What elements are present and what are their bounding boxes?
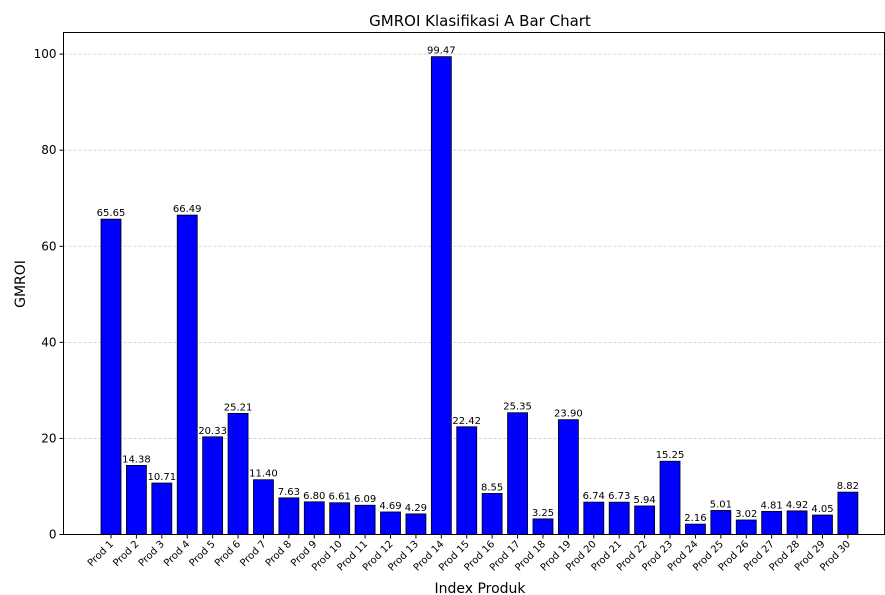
value-label: 22.42 [452,416,481,427]
bar [710,510,732,535]
value-label: 5.94 [633,495,655,506]
value-label: 6.61 [329,492,351,503]
value-label: 99.47 [427,46,456,57]
bar [354,504,376,535]
bar [151,482,173,535]
value-label: 6.80 [303,491,325,502]
bar [735,519,757,535]
value-label: 23.90 [554,409,583,420]
bar [100,218,122,535]
y-tick-label: 0 [49,528,57,542]
x-tick-label: Prod 5 [188,539,218,569]
bar [405,513,427,535]
y-axis-label: GMROI [13,260,29,308]
bar [659,460,681,535]
y-tick-label: 80 [41,143,56,157]
x-tick-label: Prod 4 [162,539,192,569]
bar [456,426,478,535]
value-label: 3.25 [532,508,554,519]
x-tick-label: Prod 7 [238,539,268,569]
bar [532,518,554,535]
bar [583,501,605,535]
bar [329,502,351,535]
bar [303,501,325,535]
value-label: 6.73 [608,491,630,502]
value-label: 7.63 [278,487,300,498]
bar [786,510,808,535]
value-label: 25.35 [503,402,532,413]
bar [557,419,579,535]
bar [176,214,198,535]
bar [430,56,452,535]
bar [380,511,401,535]
value-label: 6.09 [354,494,376,505]
x-tick-label: Prod 2 [111,539,141,569]
value-label: 66.49 [173,204,202,215]
value-label: 14.38 [122,454,151,465]
bar [634,505,656,535]
value-label: 2.16 [684,513,706,524]
value-label: 4.81 [761,500,783,511]
value-label: 8.55 [481,482,503,493]
x-tick-label: Prod 1 [86,539,116,569]
x-tick-label: Prod 6 [213,539,243,569]
bar [812,514,833,535]
bar [837,491,859,535]
y-tick-label: 40 [41,335,56,349]
y-tick-label: 100 [34,47,57,61]
bar [507,412,528,535]
value-label: 5.01 [710,499,732,510]
bar [227,412,249,535]
value-label: 4.92 [786,500,808,511]
x-axis-label: Index Produk [434,581,526,595]
bar [253,479,274,535]
value-label: 8.82 [837,481,859,492]
chart-title: GMROI Klasifikasi A Bar Chart [369,12,591,30]
value-label: 4.69 [379,501,401,512]
bar [202,436,224,535]
value-label: 4.29 [405,503,427,514]
y-tick-label: 20 [41,431,56,445]
value-label: 11.40 [249,469,278,480]
value-label: 3.02 [735,509,757,520]
bar [685,523,706,535]
x-tick-label: Prod 3 [137,539,167,569]
value-label: 20.33 [198,426,227,437]
bar [608,501,630,535]
value-label: 65.65 [97,208,126,219]
bar [126,465,147,535]
bar [481,493,503,535]
value-label: 10.71 [147,472,176,483]
x-tick-label: Prod 8 [264,539,294,569]
value-label: 15.25 [656,450,685,461]
value-label: 25.21 [224,402,253,413]
bar [761,510,783,535]
bar [278,497,300,535]
value-label: 6.74 [583,491,605,502]
y-tick-label: 60 [41,239,56,253]
value-label: 4.05 [811,504,833,515]
